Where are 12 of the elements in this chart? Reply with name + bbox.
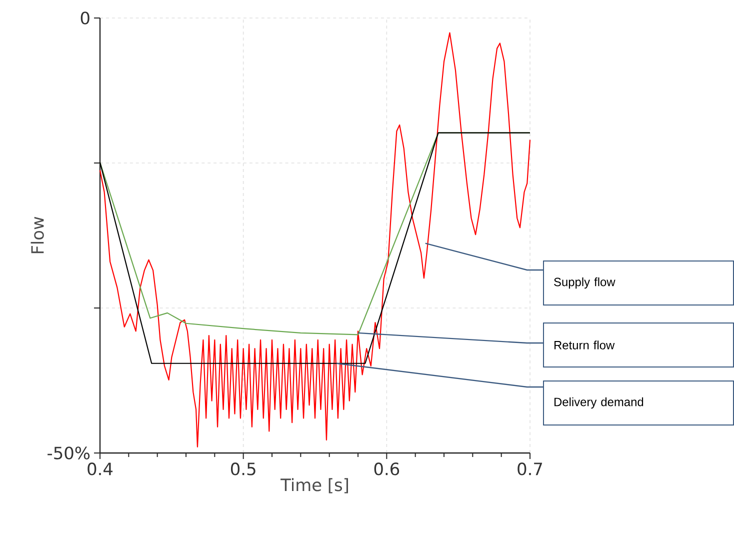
x-axis-title: Time [s] xyxy=(280,478,348,494)
x-tick-label: 0.5 xyxy=(230,462,256,476)
annotation: Return flow xyxy=(554,340,615,350)
x-tick-label: 0.7 xyxy=(518,462,542,476)
y-axis-title: Flow xyxy=(30,216,44,254)
x-tick-label: 0.4 xyxy=(88,462,113,476)
line-series xyxy=(99,32,531,448)
annotation: Delivery demand xyxy=(554,397,644,409)
y-tick-label: 0 xyxy=(80,12,90,24)
annotation: Supply flow xyxy=(554,277,616,289)
y-tick-label: -50% xyxy=(48,446,90,460)
x-tick-label: 0.6 xyxy=(374,462,400,476)
